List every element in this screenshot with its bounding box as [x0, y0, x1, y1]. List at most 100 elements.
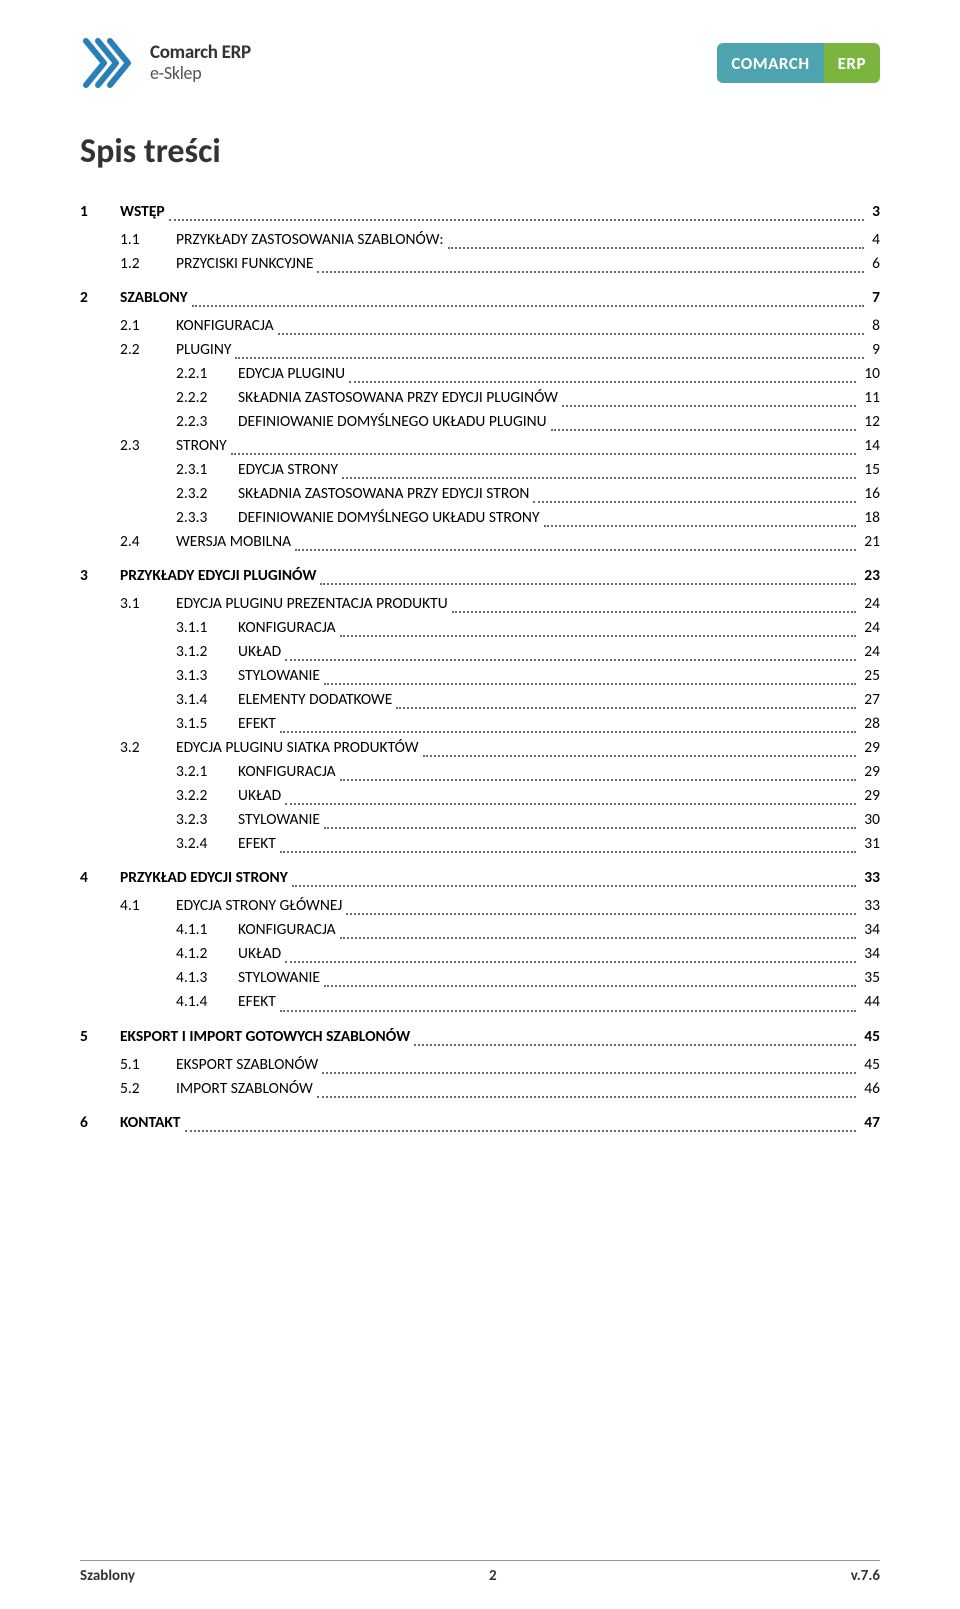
toc-entry[interactable]: 2.3.1EDYCJA STRONY15: [80, 458, 880, 482]
toc-page: 44: [860, 990, 880, 1014]
toc-entry[interactable]: 1WSTĘP3: [80, 200, 880, 224]
toc-leader-dots: [235, 357, 864, 359]
toc-entry[interactable]: 5EKSPORT I IMPORT GOTOWYCH SZABLONÓW45: [80, 1025, 880, 1049]
toc-entry[interactable]: 3PRZYKŁADY EDYCJI PLUGINÓW23: [80, 564, 880, 588]
toc-label: EDYCJA PLUGINU: [238, 362, 345, 386]
toc-number: 4.1.3: [176, 966, 238, 990]
toc-entry[interactable]: 1.1PRZYKŁADY ZASTOSOWANIA SZABLONÓW:4: [80, 228, 880, 252]
toc-entry[interactable]: 2SZABLONY7: [80, 286, 880, 310]
toc-page: 28: [860, 712, 880, 736]
toc-entry[interactable]: 3.2.2UKŁAD29: [80, 784, 880, 808]
toc-number: 3.1.1: [176, 616, 238, 640]
toc-number: 1.1: [120, 228, 176, 252]
toc-leader-dots: [551, 429, 857, 431]
toc-entry[interactable]: 3.1.3STYLOWANIE25: [80, 664, 880, 688]
toc-entry[interactable]: 2.4WERSJA MOBILNA21: [80, 530, 880, 554]
toc-entry[interactable]: 3.1.5EFEKT28: [80, 712, 880, 736]
toc-number: 2.2: [120, 338, 176, 362]
toc-label: KONTAKT: [120, 1111, 181, 1135]
toc-entry[interactable]: 4PRZYKŁAD EDYCJI STRONY33: [80, 866, 880, 890]
toc-leader-dots: [285, 961, 856, 963]
toc-entry[interactable]: 2.3.2SKŁADNIA ZASTOSOWANA PRZY EDYCJI ST…: [80, 482, 880, 506]
toc-entry[interactable]: 5.1EKSPORT SZABLONÓW45: [80, 1053, 880, 1077]
toc-leader-dots: [448, 247, 865, 249]
toc-page: 34: [860, 918, 880, 942]
toc-label: EDYCJA STRONY: [238, 458, 338, 482]
toc-leader-dots: [340, 937, 857, 939]
toc-label: PLUGINY: [176, 338, 231, 362]
toc-page: 10: [860, 362, 880, 386]
toc-number: 3.1: [120, 592, 176, 616]
toc-entry[interactable]: 3.1.1KONFIGURACJA24: [80, 616, 880, 640]
toc-page: 35: [860, 966, 880, 990]
toc-label: EFEKT: [238, 990, 276, 1014]
toc-leader-dots: [340, 779, 857, 781]
toc-leader-dots: [285, 659, 856, 661]
toc-number: 5.1: [120, 1053, 176, 1077]
toc-entry[interactable]: 3.2EDYCJA PLUGINU SIATKA PRODUKTÓW29: [80, 736, 880, 760]
toc-page: 29: [860, 736, 880, 760]
toc-entry[interactable]: 3.1.2UKŁAD24: [80, 640, 880, 664]
toc-leader-dots: [396, 707, 856, 709]
toc-page: 14: [860, 434, 880, 458]
toc-entry[interactable]: 4.1.3STYLOWANIE 35: [80, 966, 880, 990]
toc-entry[interactable]: 1.2PRZYCISKI FUNKCYJNE6: [80, 252, 880, 276]
toc-page: 8: [868, 314, 880, 338]
toc-number: 3.2.2: [176, 784, 238, 808]
toc-entry[interactable]: 5.2IMPORT SZABLONÓW46: [80, 1077, 880, 1101]
toc-entry[interactable]: 4.1.1KONFIGURACJA34: [80, 918, 880, 942]
toc-page: 30: [860, 808, 880, 832]
toc-label: STYLOWANIE: [238, 808, 320, 832]
toc-entry[interactable]: 3.1EDYCJA PLUGINU PREZENTACJA PRODUKTU24: [80, 592, 880, 616]
toc-entry[interactable]: 2.2PLUGINY9: [80, 338, 880, 362]
toc-entry[interactable]: 4.1EDYCJA STRONY GŁÓWNEJ33: [80, 894, 880, 918]
toc-label: UKŁAD: [238, 640, 281, 664]
toc-entry[interactable]: 2.1KONFIGURACJA8: [80, 314, 880, 338]
toc-entry[interactable]: 2.2.3DEFINIOWANIE DOMYŚLNEGO UKŁADU PLUG…: [80, 410, 880, 434]
toc-label: KONFIGURACJA: [238, 616, 336, 640]
toc-label: KONFIGURACJA: [238, 918, 336, 942]
toc-leader-dots: [414, 1044, 856, 1046]
toc-label: STRONY: [176, 434, 227, 458]
toc-entry[interactable]: 3.2.3STYLOWANIE30: [80, 808, 880, 832]
toc-entry[interactable]: 6KONTAKT47: [80, 1111, 880, 1135]
toc-entry[interactable]: 2.2.1EDYCJA PLUGINU10: [80, 362, 880, 386]
toc-entry[interactable]: 4.1.2UKŁAD34: [80, 942, 880, 966]
toc-entry[interactable]: 2.2.2SKŁADNIA ZASTOSOWANA PRZY EDYCJI PL…: [80, 386, 880, 410]
toc-label: WERSJA MOBILNA: [176, 530, 291, 554]
toc-entry[interactable]: 4.1.4EFEKT44: [80, 990, 880, 1014]
brand-text: Comarch ERP e-Sklep: [150, 43, 251, 84]
toc-page: 16: [860, 482, 880, 506]
toc-number: 2.1: [120, 314, 176, 338]
toc-entry[interactable]: 3.2.1KONFIGURACJA29: [80, 760, 880, 784]
toc-entry[interactable]: 3.1.4ELEMENTY DODATKOWE27: [80, 688, 880, 712]
toc-number: 1.2: [120, 252, 176, 276]
toc-page: 12: [860, 410, 880, 434]
toc-page: 18: [860, 506, 880, 530]
toc-page: 45: [860, 1025, 880, 1049]
toc-leader-dots: [231, 453, 857, 455]
toc-label: DEFINIOWANIE DOMYŚLNEGO UKŁADU STRONY: [238, 506, 540, 530]
toc-leader-dots: [169, 219, 865, 221]
toc-label: PRZYKŁAD EDYCJI STRONY: [120, 866, 288, 890]
toc-leader-dots: [320, 583, 856, 585]
toc-number: 1: [80, 200, 120, 224]
toc-number: 3.1.5: [176, 712, 238, 736]
toc-label: SKŁADNIA ZASTOSOWANA PRZY EDYCJI PLUGINÓ…: [238, 386, 558, 410]
toc-label: UKŁAD: [238, 784, 281, 808]
toc-leader-dots: [280, 851, 856, 853]
toc-label: SZABLONY: [120, 286, 188, 310]
toc-leader-dots: [280, 731, 856, 733]
toc-number: 2.3.3: [176, 506, 238, 530]
toc-page: 27: [860, 688, 880, 712]
toc-entry[interactable]: 3.2.4EFEKT31: [80, 832, 880, 856]
toc-leader-dots: [324, 683, 856, 685]
toc-entry[interactable]: 2.3.3DEFINIOWANIE DOMYŚLNEGO UKŁADU STRO…: [80, 506, 880, 530]
toc-label: EDYCJA STRONY GŁÓWNEJ: [176, 894, 342, 918]
toc-entry[interactable]: 2.3STRONY14: [80, 434, 880, 458]
toc-leader-dots: [295, 549, 856, 551]
toc-leader-dots: [324, 827, 856, 829]
footer-left: Szablony: [80, 1567, 135, 1585]
toc-label: STYLOWANIE: [238, 966, 320, 990]
badge-right: ERP: [824, 43, 880, 83]
